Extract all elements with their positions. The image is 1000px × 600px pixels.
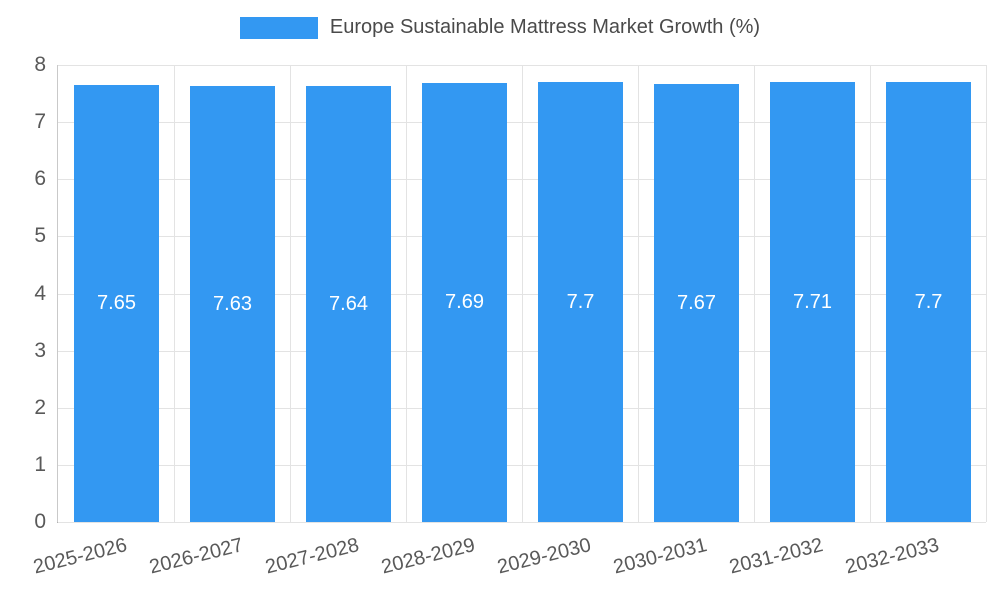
bar-2027-2028[interactable]: 7.64 <box>306 86 391 522</box>
y-axis-tick-label: 3 <box>34 338 46 362</box>
gridline <box>638 65 639 522</box>
y-axis-tick-label: 5 <box>34 224 46 248</box>
gridline <box>986 65 987 522</box>
bar-value-label: 7.71 <box>793 290 832 313</box>
gridline <box>58 522 986 523</box>
x-axis-tick-label: 2026-2027 <box>147 534 246 579</box>
x-axis-tick-label: 2031-2032 <box>727 534 826 579</box>
y-axis-tick-label: 4 <box>34 281 46 305</box>
bar-2028-2029[interactable]: 7.69 <box>422 83 507 522</box>
bar-value-label: 7.69 <box>445 291 484 313</box>
gridline <box>870 65 871 522</box>
bar-2025-2026[interactable]: 7.65 <box>74 85 159 522</box>
bar-value-label: 7.7 <box>566 290 595 313</box>
x-axis-tick-label: 2032-2033 <box>843 534 942 579</box>
legend-swatch-icon <box>239 16 318 39</box>
gridline <box>754 65 755 522</box>
bar-2032-2033[interactable]: 7.7 <box>886 82 971 522</box>
plot-area: 0 1 2 3 4 5 6 7 8 7.65 2025-2026 7.63 2026-2027 7.64 2… <box>31 53 987 578</box>
gridline <box>290 65 291 522</box>
gridline <box>406 65 407 522</box>
chart-title: Europe Sustainable Mattress Market Growt… <box>329 16 761 38</box>
bar-2029-2030[interactable]: 7.7 <box>538 82 623 522</box>
x-axis-tick-label: 2028-2029 <box>379 534 478 579</box>
legend-item[interactable]: Europe Sustainable Mattress Market Growt… <box>0 16 1000 39</box>
bar-2030-2031[interactable]: 7.67 <box>654 84 739 522</box>
y-axis-tick-label: 2 <box>34 395 46 419</box>
y-axis-tick-label: 6 <box>34 167 46 191</box>
y-axis-tick-label: 1 <box>34 452 46 476</box>
x-axis-tick-label: 2025-2026 <box>31 534 130 579</box>
bar-2031-2032[interactable]: 7.71 <box>770 82 855 522</box>
bar-value-label: 7.64 <box>329 292 368 315</box>
bar-value-label: 7.63 <box>213 292 252 315</box>
y-axis-tick-label: 8 <box>34 53 46 76</box>
gridline <box>522 65 523 522</box>
x-axis-tick-label: 2027-2028 <box>263 534 362 579</box>
gridline <box>174 65 175 522</box>
bar-value-label: 7.7 <box>914 290 943 313</box>
bar-value-label: 7.67 <box>677 291 716 314</box>
x-axis-tick-label: 2029-2030 <box>495 534 594 579</box>
y-axis-tick-label: 7 <box>34 110 46 134</box>
bar-value-label: 7.65 <box>97 292 136 314</box>
y-axis-tick-label: 0 <box>34 510 46 533</box>
bar-2026-2027[interactable]: 7.63 <box>190 86 275 522</box>
x-axis-tick-label: 2030-2031 <box>611 534 710 579</box>
